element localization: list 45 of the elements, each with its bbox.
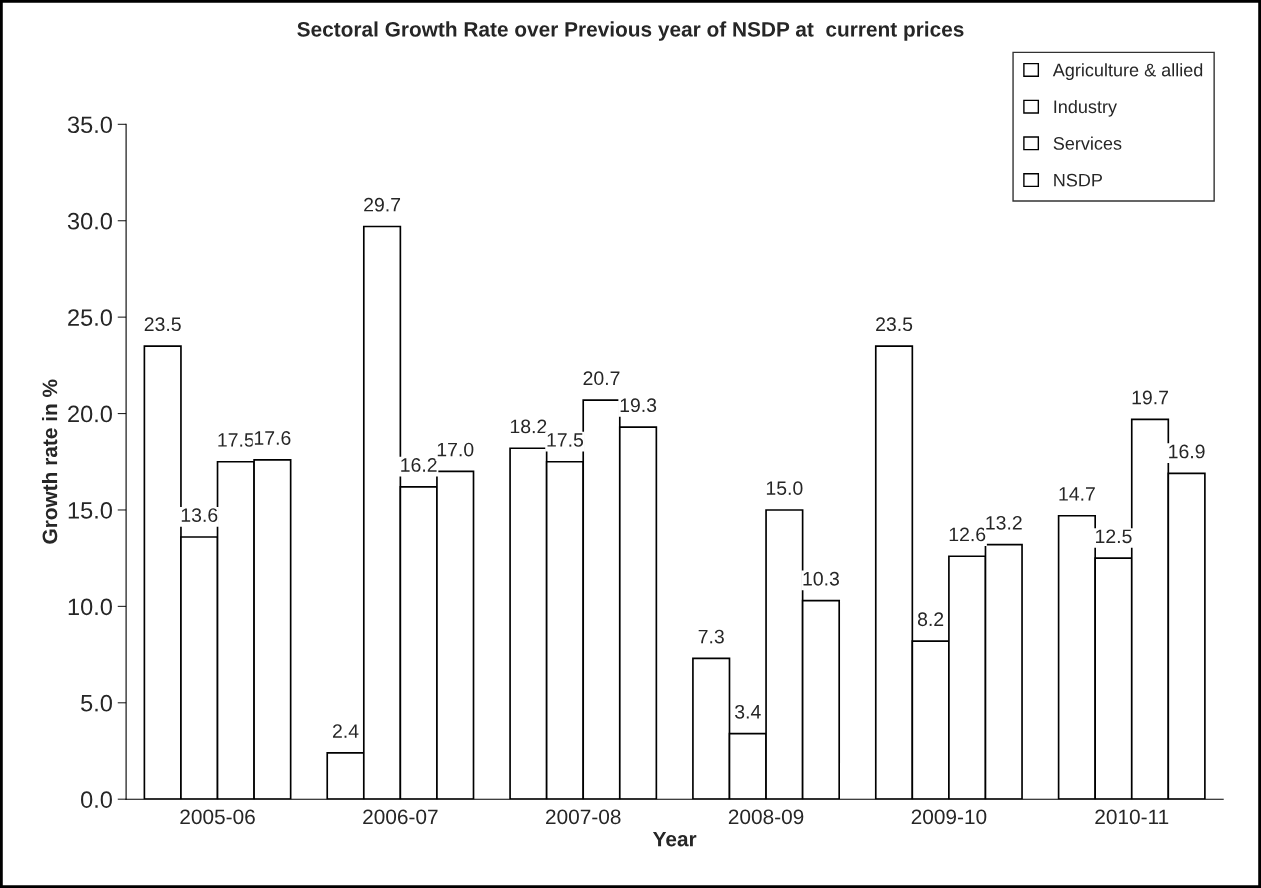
data-label: 17.5 bbox=[218, 433, 254, 447]
data-label: 15.0 bbox=[766, 481, 803, 496]
y-axis-title: Growth rate in % bbox=[41, 379, 58, 544]
data-label: 16.2 bbox=[401, 458, 437, 472]
data-label: 18.2 bbox=[510, 419, 547, 434]
x-tick-label: 2006-07 bbox=[363, 809, 438, 825]
y-tick-label: 35.0 bbox=[67, 116, 112, 134]
y-tick-label: 10.0 bbox=[68, 598, 112, 616]
data-label: 13.2 bbox=[986, 515, 1022, 530]
data-label: 12.5 bbox=[1096, 529, 1132, 544]
data-label: 17.0 bbox=[437, 442, 474, 457]
y-tick-label: 15.0 bbox=[68, 502, 112, 519]
y-tick-label: 5.0 bbox=[81, 694, 112, 712]
data-label: 17.6 bbox=[254, 431, 291, 445]
legend-label: Agriculture & allied bbox=[1052, 63, 1203, 81]
data-label: 19.3 bbox=[620, 398, 657, 413]
x-axis-title: Year bbox=[652, 831, 697, 847]
data-label: 13.6 bbox=[181, 508, 218, 523]
legend-label: NSDP bbox=[1054, 173, 1102, 187]
data-label: 20.7 bbox=[583, 371, 620, 386]
x-tick-label: 2005-06 bbox=[180, 809, 255, 825]
data-label: 12.6 bbox=[949, 527, 986, 542]
data-label: 19.7 bbox=[1132, 390, 1168, 405]
y-tick-label: 25.0 bbox=[68, 309, 112, 326]
data-label: 23.5 bbox=[876, 317, 913, 332]
legend-label: Industry bbox=[1054, 99, 1117, 117]
y-tick-label: 0.0 bbox=[81, 791, 112, 808]
data-label: 10.3 bbox=[803, 571, 839, 586]
x-tick-label: 2007-08 bbox=[546, 809, 621, 825]
legend-label: Services bbox=[1053, 136, 1122, 150]
data-label: 7.3 bbox=[698, 629, 724, 644]
data-label: 3.4 bbox=[735, 704, 761, 719]
x-tick-label: 2008-09 bbox=[728, 809, 804, 825]
data-label: 29.7 bbox=[364, 197, 401, 212]
x-tick-label: 2010-11 bbox=[1095, 809, 1169, 825]
x-tick-label: 2009-10 bbox=[911, 809, 987, 825]
data-label: 8.2 bbox=[917, 612, 944, 627]
data-label: 23.5 bbox=[144, 317, 181, 332]
chart-title: Sectoral Growth Rate over Previous year of NSDP at current prices bbox=[297, 21, 964, 41]
y-tick-label: 30.0 bbox=[67, 212, 112, 230]
data-label: 17.5 bbox=[547, 433, 584, 447]
y-tick-label: 20.0 bbox=[68, 405, 112, 423]
data-label: 14.7 bbox=[1059, 487, 1095, 501]
data-label: 2.4 bbox=[332, 724, 359, 738]
data-label: 16.9 bbox=[1169, 444, 1205, 459]
